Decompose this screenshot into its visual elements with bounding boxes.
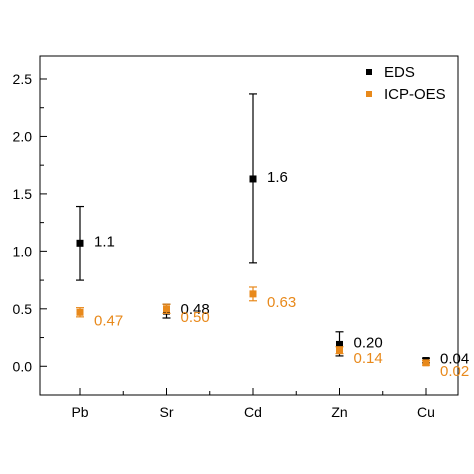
y-tick-label: 2.0: [13, 128, 33, 144]
data-label: 0.50: [181, 309, 210, 326]
x-tick-label-sr: Sr: [160, 404, 174, 420]
data-label: 0.63: [267, 294, 296, 311]
y-tick-label: 1.0: [13, 243, 33, 259]
data-point: [336, 347, 343, 354]
legend-label: EDS: [384, 64, 415, 81]
data-point: [250, 290, 257, 297]
legend-marker: [366, 91, 372, 97]
x-tick-label-cu: Cu: [417, 404, 435, 420]
x-axis: Pb Sr Cd Zn Cu: [71, 388, 435, 420]
plot-frame: [40, 56, 458, 395]
data-label: 1.1: [94, 233, 115, 250]
legend: EDS ICP-OES: [366, 64, 446, 103]
data-point: [77, 309, 84, 316]
series-icp-oes: 0.47 0.50 0.63 0.14 0.02: [76, 287, 469, 380]
y-tick-label: 0.5: [13, 301, 33, 317]
data-point: [423, 359, 430, 366]
data-label: 0.14: [354, 350, 383, 367]
y-tick-label: 1.5: [13, 186, 33, 202]
y-axis: 0.0 0.5 1.0 1.5 2.0 2.5: [13, 71, 47, 374]
data-point: [163, 305, 170, 312]
x-tick-label-zn: Zn: [331, 404, 347, 420]
data-label: 0.20: [354, 334, 383, 351]
data-label: 1.6: [267, 169, 288, 186]
legend-label: ICP-OES: [384, 86, 446, 103]
data-point: [77, 240, 84, 247]
y-tick-label: 2.5: [13, 71, 33, 87]
x-tick-label-pb: Pb: [71, 404, 88, 420]
x-tick-label-cd: Cd: [244, 404, 262, 420]
legend-marker: [366, 69, 372, 75]
series-layer: 1.10.481.60.200.040.47 0.500.630.140.02: [76, 94, 469, 380]
y-tick-label: 0.0: [13, 358, 33, 374]
data-label: 0.02: [440, 363, 469, 380]
data-point: [250, 175, 257, 182]
series-eds: 1.10.481.60.200.04: [76, 94, 469, 368]
data-label: 0.47: [94, 312, 123, 329]
